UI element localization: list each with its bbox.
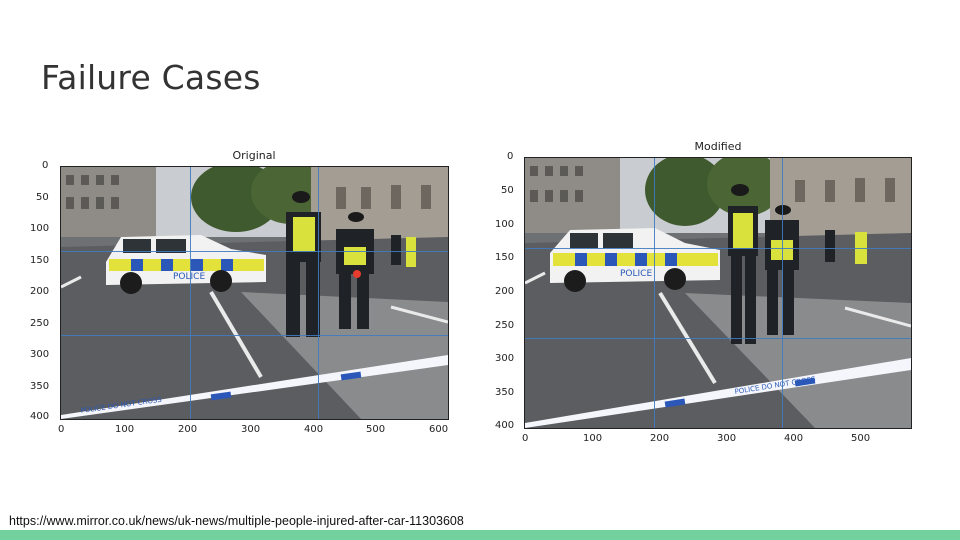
gridline-horizontal <box>525 248 911 249</box>
y-tick-label: 150 <box>495 252 515 263</box>
car-police-text: POLICE <box>620 269 652 279</box>
y-tick-label: 200 <box>30 286 50 297</box>
x-tick-label: 200 <box>178 424 198 435</box>
gridline-vertical <box>318 167 319 419</box>
y-tick-label: 250 <box>30 318 50 329</box>
original-photo: POLICE POLICE DO NOT CROSS <box>61 167 448 419</box>
x-tick-label: 0 <box>58 424 65 435</box>
y-tick-label: 250 <box>495 320 515 331</box>
x-tick-label: 500 <box>851 433 871 444</box>
footer-bar <box>0 530 960 540</box>
gridline-horizontal <box>61 251 448 252</box>
x-tick-label: 0 <box>522 433 529 444</box>
y-tick-label: 300 <box>30 349 50 360</box>
x-tick-label: 400 <box>784 433 804 444</box>
original-plot-title: Original <box>232 149 276 162</box>
y-tick-label: 50 <box>36 192 49 203</box>
x-tick-label: 400 <box>304 424 324 435</box>
x-tick-label: 500 <box>366 424 386 435</box>
gridline-vertical <box>782 158 783 428</box>
y-tick-label: 350 <box>495 387 515 398</box>
modified-photo: POLICE POLICE DO NOT CROSS <box>525 158 911 428</box>
y-tick-label: 400 <box>495 420 515 431</box>
source-link[interactable]: https://www.mirror.co.uk/news/uk-news/mu… <box>9 514 464 528</box>
modified-image-axes: POLICE POLICE DO NOT CROSS <box>524 157 912 429</box>
modified-plot-title: Modified <box>694 140 742 153</box>
x-tick-label: 100 <box>583 433 603 444</box>
x-tick-label: 300 <box>241 424 261 435</box>
original-image-axes: POLICE POLICE DO NOT CROSS <box>60 166 449 420</box>
y-tick-label: 300 <box>495 353 515 364</box>
x-tick-label: 100 <box>115 424 135 435</box>
y-tick-label: 50 <box>501 185 514 196</box>
y-tick-label: 350 <box>30 381 50 392</box>
gridline-horizontal <box>61 335 448 336</box>
x-tick-label: 200 <box>650 433 670 444</box>
y-tick-label: 150 <box>30 255 50 266</box>
x-tick-label: 600 <box>429 424 449 435</box>
y-tick-label: 100 <box>495 219 515 230</box>
gridline-vertical <box>654 158 655 428</box>
y-tick-label: 0 <box>42 160 49 171</box>
car-police-text: POLICE <box>173 272 205 282</box>
y-tick-label: 0 <box>507 151 514 162</box>
gridline-vertical <box>190 167 191 419</box>
y-tick-label: 100 <box>30 223 50 234</box>
y-tick-label: 400 <box>30 411 50 422</box>
x-tick-label: 300 <box>717 433 737 444</box>
slide-title: Failure Cases <box>41 58 261 97</box>
gridline-horizontal <box>525 338 911 339</box>
y-tick-label: 200 <box>495 286 515 297</box>
